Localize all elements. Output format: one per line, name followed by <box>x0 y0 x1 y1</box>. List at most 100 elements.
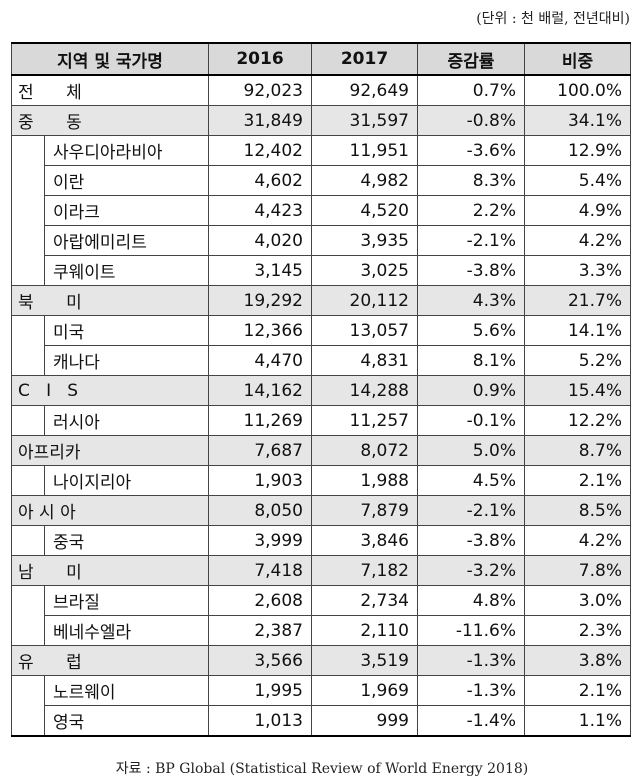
country-share: 4.9% <box>524 195 631 226</box>
country-2017: 1,969 <box>311 675 418 706</box>
country-row: 미국 12,366 13,057 5.6% 14.1% <box>11 315 631 346</box>
region-name: 아 시 아 <box>11 495 209 526</box>
country-name: 사우디아라비아 <box>44 135 209 166</box>
region-row: 중 동 31,849 31,597 -0.8% 34.1% <box>11 105 631 136</box>
country-change: -0.1% <box>417 405 525 436</box>
region-2016: 3,566 <box>208 645 312 676</box>
country-change: 4.8% <box>417 585 525 616</box>
oil-production-table: 지역 및 국가명 2016 2017 증감률 비중 전 체 92,023 92,… <box>11 42 631 737</box>
country-share: 12.9% <box>524 135 631 166</box>
country-share: 5.4% <box>524 165 631 196</box>
country-2017: 13,057 <box>311 315 418 346</box>
country-share: 1.1% <box>524 705 631 737</box>
region-name: 중 동 <box>11 105 209 136</box>
country-change: 2.2% <box>417 195 525 226</box>
country-change: 8.3% <box>417 165 525 196</box>
source-note: 자료 : BP Global (Statistical Review of Wo… <box>115 761 529 777</box>
region-row: 유 럽 3,566 3,519 -1.3% 3.8% <box>11 645 631 676</box>
country-2017: 4,520 <box>311 195 418 226</box>
region-name: 남 미 <box>11 555 209 586</box>
region-2017: 3,519 <box>311 645 418 676</box>
country-2017: 11,257 <box>311 405 418 436</box>
country-name: 러시아 <box>44 405 209 436</box>
country-change: -2.1% <box>417 225 525 256</box>
country-row: 영국 1,013 999 -1.4% 1.1% <box>11 705 631 737</box>
country-name: 캐나다 <box>44 345 209 376</box>
country-2017: 4,982 <box>311 165 418 196</box>
country-name: 중국 <box>44 525 209 556</box>
country-name: 브라질 <box>44 585 209 616</box>
country-change: -3.8% <box>417 525 525 556</box>
indent-cell <box>11 465 45 496</box>
country-row: 노르웨이 1,995 1,969 -1.3% 2.1% <box>11 675 631 706</box>
region-2017: 8,072 <box>311 435 418 466</box>
country-share: 2.3% <box>524 615 631 646</box>
region-change: 0.9% <box>417 375 525 406</box>
country-change: -3.8% <box>417 255 525 286</box>
country-share: 12.2% <box>524 405 631 436</box>
region-2016: 7,418 <box>208 555 312 586</box>
region-2016: 14,162 <box>208 375 312 406</box>
country-2016: 4,602 <box>208 165 312 196</box>
country-name: 노르웨이 <box>44 675 209 706</box>
country-share: 3.0% <box>524 585 631 616</box>
region-share: 8.7% <box>524 435 631 466</box>
country-change: 8.1% <box>417 345 525 376</box>
country-change: -1.3% <box>417 675 525 706</box>
country-name: 아랍에미리트 <box>44 225 209 256</box>
indent-cell <box>11 615 45 646</box>
region-change: -0.8% <box>417 105 525 136</box>
country-name: 미국 <box>44 315 209 346</box>
total-change: 0.7% <box>417 74 525 106</box>
country-row: 브라질 2,608 2,734 4.8% 3.0% <box>11 585 631 616</box>
country-2017: 2,110 <box>311 615 418 646</box>
country-share: 5.2% <box>524 345 631 376</box>
country-row: 쿠웨이트 3,145 3,025 -3.8% 3.3% <box>11 255 631 286</box>
header-region: 지역 및 국가명 <box>11 42 209 76</box>
country-name: 이란 <box>44 165 209 196</box>
country-name: 이라크 <box>44 195 209 226</box>
country-row: 중국 3,999 3,846 -3.8% 4.2% <box>11 525 631 556</box>
region-share: 15.4% <box>524 375 631 406</box>
region-2016: 7,687 <box>208 435 312 466</box>
region-row: 아프리카 7,687 8,072 5.0% 8.7% <box>11 435 631 466</box>
region-row: C I S 14,162 14,288 0.9% 15.4% <box>11 375 631 406</box>
region-name: 아프리카 <box>11 435 209 466</box>
region-2016: 8,050 <box>208 495 312 526</box>
region-2017: 7,879 <box>311 495 418 526</box>
country-2017: 3,846 <box>311 525 418 556</box>
region-name: 유 럽 <box>11 645 209 676</box>
country-2017: 11,951 <box>311 135 418 166</box>
region-change: -3.2% <box>417 555 525 586</box>
country-share: 4.2% <box>524 525 631 556</box>
country-2016: 4,470 <box>208 345 312 376</box>
country-share: 14.1% <box>524 315 631 346</box>
total-2017: 92,649 <box>311 74 418 106</box>
country-2017: 1,988 <box>311 465 418 496</box>
country-change: -11.6% <box>417 615 525 646</box>
indent-cell <box>11 225 45 256</box>
country-name: 영국 <box>44 705 209 737</box>
total-name: 전 체 <box>11 74 209 106</box>
indent-cell <box>11 315 45 346</box>
indent-cell <box>11 165 45 196</box>
header-change: 증감률 <box>417 42 525 76</box>
country-name: 나이지리아 <box>44 465 209 496</box>
region-share: 3.8% <box>524 645 631 676</box>
country-2016: 3,999 <box>208 525 312 556</box>
region-change: 5.0% <box>417 435 525 466</box>
region-2016: 19,292 <box>208 285 312 316</box>
country-row: 베네수엘라 2,387 2,110 -11.6% 2.3% <box>11 615 631 646</box>
total-share: 100.0% <box>524 74 631 106</box>
indent-cell <box>11 405 45 436</box>
country-change: 4.5% <box>417 465 525 496</box>
country-2016: 12,366 <box>208 315 312 346</box>
country-2017: 4,831 <box>311 345 418 376</box>
country-2016: 1,903 <box>208 465 312 496</box>
indent-cell <box>11 255 45 286</box>
region-share: 21.7% <box>524 285 631 316</box>
country-2016: 2,608 <box>208 585 312 616</box>
country-row: 아랍에미리트 4,020 3,935 -2.1% 4.2% <box>11 225 631 256</box>
country-2016: 1,995 <box>208 675 312 706</box>
region-2016: 31,849 <box>208 105 312 136</box>
